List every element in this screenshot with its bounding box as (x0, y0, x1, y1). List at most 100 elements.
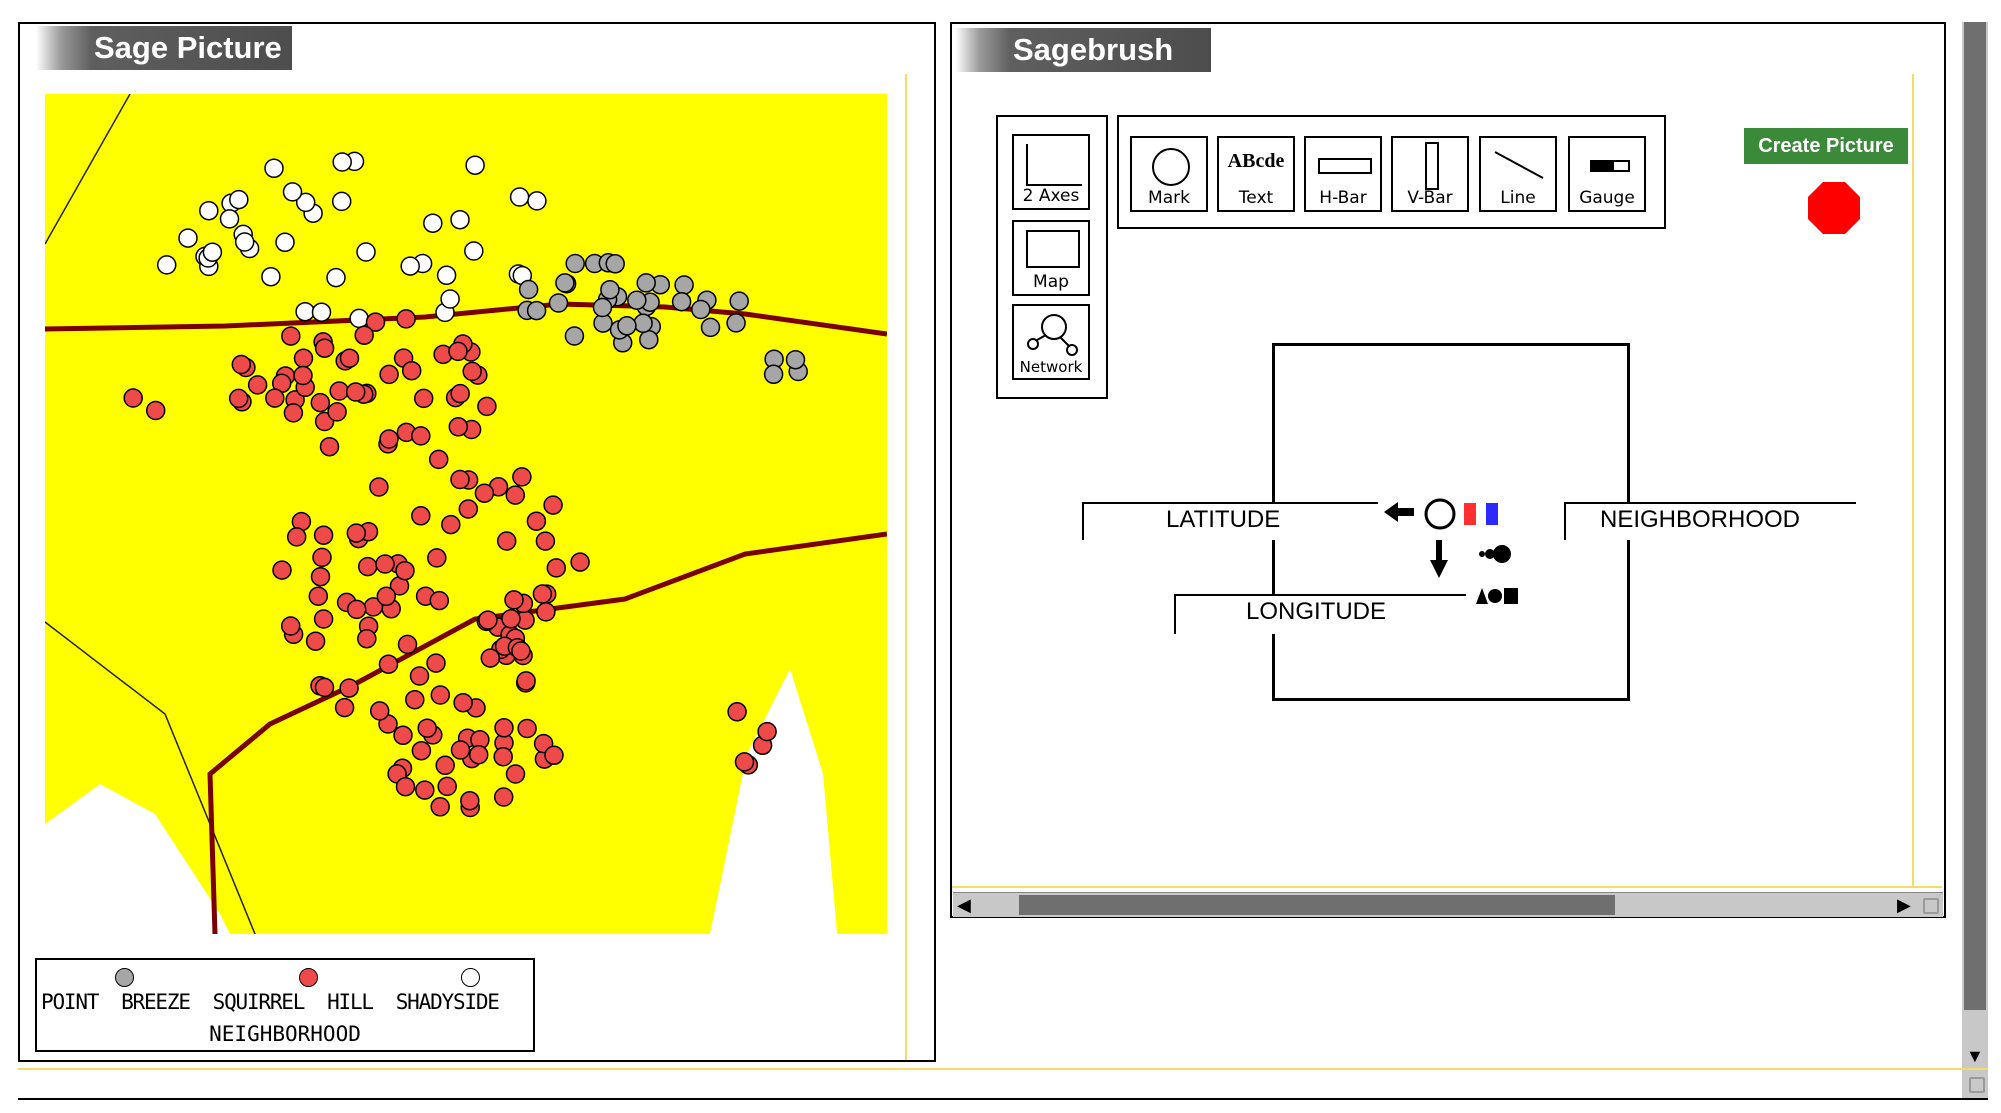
map-data-point (427, 548, 447, 568)
map-data-point (570, 552, 590, 572)
map-boundary-line (45, 621, 256, 934)
horizontal-scrollbar[interactable]: ◀ ▶ (953, 892, 1943, 917)
map-data-point (505, 485, 526, 505)
scroll-down-arrow-icon[interactable]: ▼ (1966, 1046, 1984, 1066)
latitude-axis-label[interactable]: LATITUDE (1166, 506, 1281, 533)
map-data-point (785, 349, 806, 370)
vertical-scrollbar[interactable]: ▼ (1962, 22, 1988, 1100)
color-blue-swatch (1486, 503, 1498, 525)
map-data-point (546, 558, 567, 578)
map-data-point (518, 279, 539, 300)
map-data-point (357, 556, 378, 577)
map-data-point (283, 403, 304, 423)
map-data-point (123, 388, 143, 408)
map-data-point (339, 348, 360, 368)
map-data-point (450, 740, 471, 760)
map-data-point (674, 275, 694, 295)
create-picture-button[interactable]: Create Picture (1744, 128, 1908, 164)
network-icon (1027, 314, 1078, 356)
tool-network-label: Network (1019, 358, 1083, 376)
map-data-point (396, 309, 416, 329)
longitude-axis-label[interactable]: LONGITUDE (1246, 598, 1387, 625)
map-data-point (346, 523, 367, 543)
map-data-point (202, 242, 223, 262)
neighborhood-label[interactable]: NEIGHBORHOOD (1600, 506, 1801, 533)
tool-mark-button[interactable]: Mark (1130, 136, 1208, 212)
text-glyph-icon: ABcde (1227, 150, 1285, 172)
legend-title: NEIGHBORHOOD (209, 1022, 361, 1046)
map-data-point (375, 554, 395, 574)
map-data-point (349, 308, 369, 329)
tool-hbar-button[interactable]: H-Bar (1304, 136, 1382, 212)
scroll-right-arrow-icon[interactable]: ▶ (1897, 895, 1911, 915)
map-data-point (329, 381, 349, 401)
map-data-point (504, 590, 524, 610)
map-bottom-gap (45, 934, 887, 938)
map-data-point (468, 744, 489, 765)
map-data-point (379, 429, 399, 449)
map-data-point (428, 449, 449, 470)
hbar-icon (1318, 158, 1372, 174)
map-data-point (527, 191, 547, 211)
map-data-point (145, 400, 166, 421)
map-data-point (691, 299, 711, 320)
map-data-point (526, 511, 547, 531)
map-data-point (448, 341, 468, 362)
tool-gauge-button[interactable]: Gauge (1568, 136, 1646, 212)
map-data-point (395, 560, 415, 581)
map-data-point (395, 776, 416, 797)
tool-line-button[interactable]: Line (1479, 136, 1557, 212)
map-data-point (509, 187, 530, 207)
map-data-point (536, 602, 556, 622)
map-data-point (726, 313, 746, 333)
right-window-bottom-line (952, 886, 1942, 888)
tool-2-axes-button[interactable]: 2 Axes (1012, 134, 1090, 210)
color-red-swatch (1464, 503, 1476, 525)
map-road (207, 531, 887, 934)
map-data-point (354, 325, 374, 345)
tool-vbar-button[interactable]: V-Bar (1391, 136, 1469, 212)
longitude-axis-label-box (1174, 594, 1466, 634)
map-data-point (401, 360, 422, 381)
map-data-point (345, 382, 366, 402)
map-data-point (627, 290, 647, 310)
map-data-point (543, 495, 563, 515)
horizontal-scroll-thumb[interactable] (1019, 895, 1615, 915)
sketch-mark-glyph[interactable] (1384, 496, 1524, 612)
map-data-point (757, 721, 777, 742)
size-dot-icon (1493, 545, 1511, 563)
sage-picture-title[interactable]: Sage Picture (36, 26, 292, 70)
vertical-scroll-thumb[interactable] (1964, 22, 1986, 1010)
map-data-point (376, 586, 397, 607)
scroll-left-arrow-icon[interactable]: ◀ (957, 895, 971, 915)
sagebrush-title[interactable]: Sagebrush (955, 28, 1211, 72)
map-data-point (405, 689, 425, 710)
tool-text-button[interactable]: ABcde Text (1217, 136, 1295, 212)
map-data-point (700, 317, 721, 338)
map-data-point (474, 483, 495, 503)
circle-icon (1152, 148, 1190, 186)
tool-map-button[interactable]: Map (1012, 220, 1090, 296)
stop-icon[interactable] (1806, 180, 1862, 236)
map-data-point (480, 648, 501, 668)
map-data-point (415, 780, 435, 800)
map-data-point (450, 469, 470, 490)
tool-gauge-label: Gauge (1579, 188, 1635, 208)
map-data-point (312, 547, 332, 568)
map-data-point (293, 365, 313, 386)
map-data-point (430, 685, 451, 705)
right-window-frame-line (1912, 74, 1914, 888)
map-data-point (332, 152, 352, 172)
map-data-point (397, 634, 418, 655)
map-data-point (464, 241, 484, 261)
lock-icon (1969, 1077, 1985, 1093)
map-data-point (512, 467, 532, 487)
map-data-point (617, 316, 637, 336)
outer-window-bottom-border (18, 1068, 1988, 1070)
map-data-point (379, 364, 399, 385)
map-data-point (511, 641, 531, 661)
map-data-point (763, 364, 784, 385)
line-icon (1494, 151, 1544, 179)
tool-network-button[interactable]: Network (1012, 304, 1090, 380)
latitude-axis-label-box (1082, 502, 1378, 540)
